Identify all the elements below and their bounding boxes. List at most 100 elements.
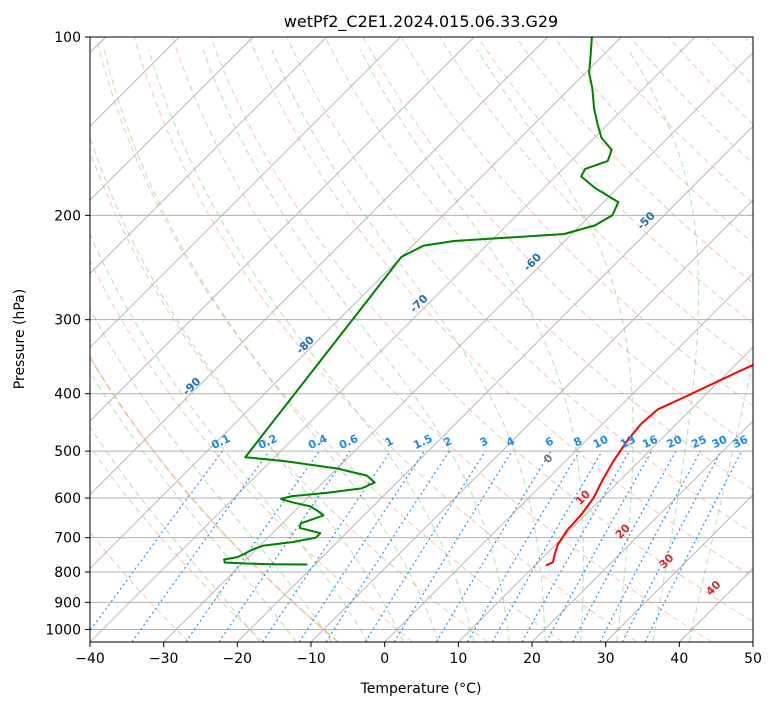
dry-adiabat-line: [0, 37, 338, 642]
mixing-ratio-line: [573, 451, 676, 642]
isotherm-line: [679, 37, 775, 642]
y-tick-label: 800: [54, 565, 81, 581]
moist-adiabat-label: -50: [635, 209, 658, 232]
x-tick-label: −20: [223, 651, 253, 667]
moist-adiabat-line: [35, 50, 368, 642]
dry-adiabat-line: [516, 37, 775, 642]
x-tick-label: 40: [670, 651, 688, 667]
y-tick-label: 500: [54, 444, 81, 460]
tan-reference-line: [0, 37, 338, 642]
mixing-ratio-line: [546, 451, 651, 642]
x-tick-label: 50: [744, 651, 762, 667]
dry-adiabat-layer: [0, 37, 775, 642]
moist-adiabat-line: [0, 50, 260, 642]
x-tick-label: 20: [523, 651, 541, 667]
mixing-ratio-line: [600, 451, 701, 642]
isotherm-line: [0, 37, 253, 642]
moist-adiabat-label: -90: [180, 375, 203, 398]
isotherm-line: [385, 37, 775, 642]
isotherm-line: [311, 37, 775, 642]
y-tick-label: 600: [54, 491, 81, 507]
dry-adiabat-line: [707, 37, 775, 642]
dry-adiabat-line: [554, 37, 775, 642]
isotherm-line: [532, 37, 775, 642]
moist-adiabat-label: -80: [294, 333, 317, 356]
mixing-ratio-label: 36: [731, 433, 751, 451]
x-tick-label: 30: [597, 651, 615, 667]
y-tick-label: 100: [54, 30, 81, 46]
y-tick-label: 400: [54, 387, 81, 403]
isotherm-line: [237, 37, 775, 642]
isotherm-line: [0, 37, 548, 642]
temperature-line-label: 0: [541, 451, 556, 466]
y-tick-label: 1000: [45, 622, 81, 638]
dry-adiabat-line: [745, 37, 775, 642]
chart-title: wetPf2_C2E1.2024.015.06.33.G29: [284, 12, 558, 32]
mixing-ratio-label: 25: [689, 433, 708, 451]
dry-adiabat-line: [0, 37, 189, 642]
isotherm-line: [0, 37, 474, 642]
y-axis: 100 200 300 400 500 600 700 800 900 1000: [45, 30, 90, 638]
mixing-ratio-line: [326, 451, 449, 642]
isotherm-line: [164, 37, 769, 642]
mixing-ratio-line: [82, 451, 223, 642]
x-tick-label: 10: [449, 651, 467, 667]
moist-adiabat-line: [67, 50, 403, 642]
moist-adiabat-line: [628, 50, 698, 642]
temperature-line-label: 30: [657, 551, 677, 571]
x-tick-label: −40: [75, 651, 105, 667]
moist-adiabat-line: [6, 50, 332, 642]
moist-adiabat-label: -40: [748, 168, 771, 191]
moist-adiabat-line: [104, 50, 438, 642]
mixing-ratio-label: 3: [478, 434, 490, 449]
mixing-ratio-label: 30: [710, 433, 730, 451]
dry-adiabat-line: [668, 37, 775, 642]
y-tick-label: 900: [54, 595, 81, 611]
isotherm-line: [0, 37, 327, 642]
temperature-line-label: 10: [573, 487, 593, 507]
isotherm-line: [0, 37, 400, 642]
moist-adiabat-line: [689, 50, 775, 642]
isotherm-layer: [0, 37, 775, 642]
moist-adiabat-line: [360, 50, 583, 642]
isotherm-line: [458, 37, 775, 642]
y-tick-label: 200: [54, 208, 81, 224]
grid-layer: [90, 37, 753, 629]
mixing-ratio-label: 0.4: [306, 432, 329, 452]
mixing-ratio-label: 1.5: [411, 432, 434, 452]
dry-adiabat-line: [0, 37, 264, 642]
x-tick-label: −10: [296, 651, 326, 667]
mixing-ratio-line: [299, 451, 424, 642]
moist-adiabat-label: -70: [407, 292, 430, 315]
mixing-ratio-label: 8: [572, 434, 584, 449]
isotherm-line: [753, 37, 775, 642]
x-axis-label: Temperature (°C): [360, 681, 482, 697]
isotherm-line: [16, 37, 621, 642]
mixing-ratio-line: [365, 451, 485, 642]
y-axis-label: Pressure (hPa): [12, 289, 28, 389]
temperature-line-label: 40: [703, 578, 723, 598]
y-tick-label: 300: [54, 313, 81, 329]
mixing-ratio-label: 0.1: [209, 432, 232, 452]
mixing-ratio-label: 16: [640, 433, 660, 451]
mixing-ratio-label: 1: [383, 434, 395, 449]
mixing-ratio-line: [219, 451, 350, 642]
mixing-ratio-label: 6: [543, 434, 556, 449]
x-tick-label: 0: [380, 651, 389, 667]
mixing-ratio-label: 20: [665, 433, 685, 451]
moist-adiabat-line: [0, 50, 296, 642]
moist-adiabat-layer: [0, 50, 775, 642]
y-tick-label: 700: [54, 531, 81, 547]
series-layer: [224, 37, 775, 566]
moist-adiabat-label: -60: [521, 250, 544, 273]
mixing-ratio-layer: [82, 451, 742, 642]
moist-adiabat-label: -100: [64, 413, 93, 442]
dry-adiabat-line: [134, 37, 637, 642]
isotherm-line: [90, 37, 695, 642]
temperature-line-label: 20: [613, 521, 633, 541]
dry-adiabat-line: [58, 37, 488, 642]
mixing-ratio-line: [645, 451, 742, 642]
dry-adiabat-line: [20, 37, 413, 642]
